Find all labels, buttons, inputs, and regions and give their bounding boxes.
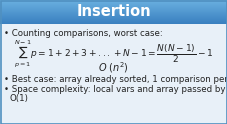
Text: • Space complexity: local vars and array passed by reference:: • Space complexity: local vars and array…: [4, 85, 227, 94]
Text: • Best case: array already sorted, 1 comparison per pass: O(n): • Best case: array already sorted, 1 com…: [4, 75, 227, 84]
Text: • Counting comparisons, worst case:: • Counting comparisons, worst case:: [4, 29, 163, 38]
Text: Insertion: Insertion: [76, 4, 151, 19]
Text: $\sum_{p=1}^{N-1} p = 1+2+3+...+N-1 = \dfrac{N(N-1)}{2}-1$: $\sum_{p=1}^{N-1} p = 1+2+3+...+N-1 = \d…: [14, 39, 213, 69]
Text: $O\ (n^2)$: $O\ (n^2)$: [98, 61, 129, 75]
Text: O(1): O(1): [9, 94, 28, 103]
